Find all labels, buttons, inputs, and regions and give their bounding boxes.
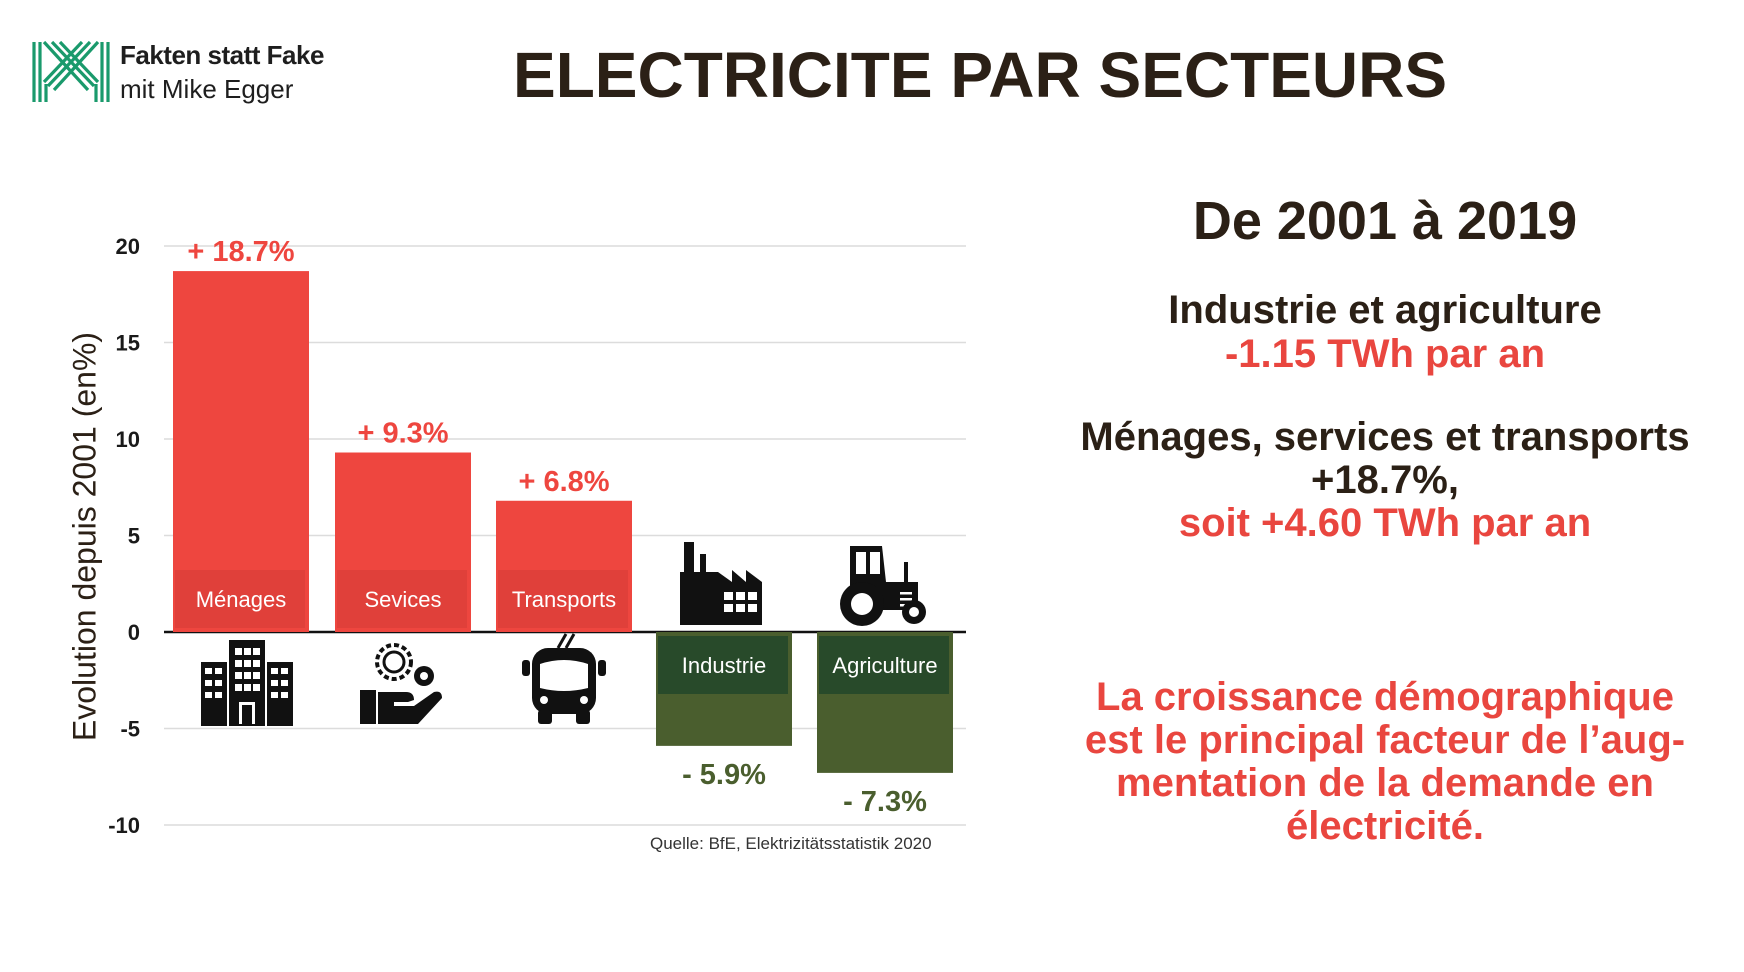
category-label: Sevices [364,587,441,612]
factory-icon [680,542,762,625]
y-tick-label: 10 [116,427,140,452]
logo-icon [32,40,110,102]
category-label-box [337,570,467,628]
conclusion-line: est le principal facteur de l’aug- [1084,718,1686,762]
category-label: Ménages [196,587,287,612]
category-label: Industrie [682,653,766,678]
category-label-box [658,636,788,694]
y-tick-label: 20 [116,234,140,259]
conclusion-line: mentation de la demande en [1116,761,1654,805]
industry-summary: Industrie et agriculture -1.15 TWh par a… [1030,288,1740,376]
y-tick-label: 15 [116,331,140,356]
category-label-box [819,636,949,694]
conclusion-line: La croissance démographique [1096,675,1674,719]
y-tick-label: -10 [108,813,140,838]
households-pct: +18.7%, [1311,458,1459,502]
y-tick-label: -5 [120,717,140,742]
chart-source: Quelle: BfE, Elektrizitätsstatistik 2020 [650,834,932,853]
value-label: - 5.9% [682,759,766,791]
value-label: + 6.8% [518,466,609,498]
period-heading: De 2001 à 2019 [1192,191,1578,251]
value-label: - 7.3% [843,786,927,818]
value-label: + 9.3% [357,418,448,450]
category-label-box [175,570,305,628]
category-label: Transports [512,587,616,612]
brand-subtitle: mit Mike Egger [120,74,294,104]
gears-hand-icon [360,643,442,724]
category-label: Agriculture [832,653,937,678]
y-axis-label: Evolution depuis 2001 (en%) [66,331,103,742]
industry-value: -1.15 TWh par an [1224,332,1546,376]
tractor-icon [840,546,926,626]
value-label: + 18.7% [187,236,294,268]
y-tick-label: 5 [128,524,140,549]
building-icon [201,640,293,726]
households-summary: Ménages, services et transports +18.7%, … [1030,416,1740,545]
households-heading: Ménages, services et transports [1080,415,1690,459]
trolleybus-icon [522,633,606,724]
conclusion-line: électricité. [1286,804,1484,848]
page-title: ELECTRICITE PAR SECTEURS [513,39,1447,111]
y-tick-label: 0 [128,620,140,645]
conclusion-text: La croissance démographique est le princ… [1030,676,1740,848]
industry-heading: Industrie et agriculture [1168,288,1602,332]
brand-name: Fakten statt Fake [120,40,324,70]
category-label-box [498,570,628,628]
bar-chart: 20 15 10 5 0 -5 -10 Ménages + 18.7% Sevices + 9.3… [108,234,966,838]
households-value: soit +4.60 TWh par an [1178,501,1592,545]
